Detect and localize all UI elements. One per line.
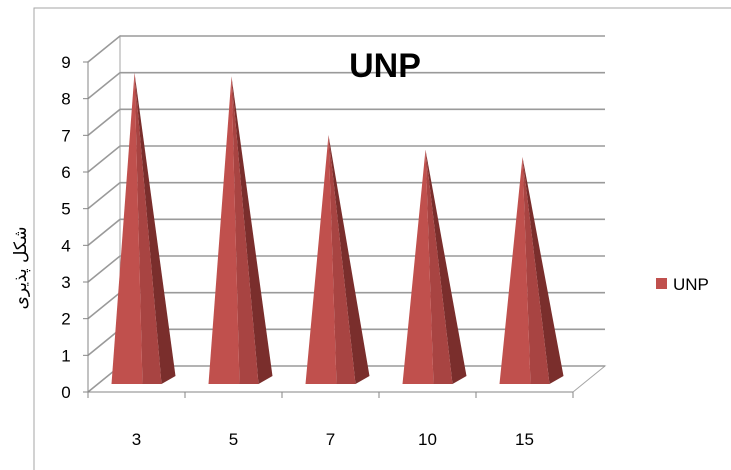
legend-swatch	[656, 278, 667, 289]
y-tick-label: 9	[61, 53, 70, 72]
bar-7	[305, 135, 370, 384]
y-tick-label: 3	[61, 273, 70, 292]
bar-side-face	[134, 72, 176, 385]
y-tick-label: 7	[61, 126, 70, 145]
gridline	[87, 71, 605, 100]
bar-front-face	[402, 149, 434, 384]
y-tick-label: 8	[61, 90, 70, 109]
y-tick-label: 1	[61, 346, 70, 365]
y-tick-label: 4	[61, 236, 70, 255]
bar-shade-face	[522, 157, 550, 384]
y-tick-label: 0	[61, 383, 70, 402]
gridline	[87, 108, 605, 136]
y-tick-labels: 0 1 2 3 4 5 6 7 8 9	[61, 53, 70, 402]
x-tick-label: 5	[229, 430, 238, 449]
gridline	[87, 218, 605, 246]
bar-front-face	[208, 76, 240, 384]
bars	[111, 72, 564, 385]
chart-title: UNP	[349, 47, 421, 85]
bar-3	[111, 72, 176, 385]
y-tick-label: 6	[61, 163, 70, 182]
axes	[83, 61, 574, 398]
bar-15	[499, 157, 564, 384]
x-tick-label: 15	[515, 430, 534, 449]
chart-frame	[33, 7, 731, 470]
bar-5	[208, 76, 273, 384]
x-tick-label: 7	[326, 430, 335, 449]
bar-shade-face	[134, 72, 162, 385]
bar-shade-face	[231, 76, 259, 384]
bar-front-face	[305, 135, 337, 384]
x-tick-label: 10	[418, 430, 437, 449]
legend: UNP	[656, 275, 709, 294]
bar-shade-face	[328, 135, 356, 384]
bar-side-face	[328, 135, 370, 384]
bar-shade-face	[425, 149, 453, 384]
x-tick-label: 3	[132, 430, 141, 449]
y-axis-label: شکل پذیری	[11, 227, 31, 310]
bar-front-face	[111, 72, 143, 385]
y-tick-label: 5	[61, 200, 70, 219]
legend-label: UNP	[673, 275, 709, 294]
bar-10	[402, 149, 467, 384]
x-tick-labels: 3 5 7 10 15	[132, 430, 534, 449]
y-tick-label: 2	[61, 310, 70, 329]
bar-side-face	[425, 149, 467, 384]
gridline	[87, 145, 605, 173]
bar-front-face	[499, 157, 531, 384]
gridline	[87, 181, 605, 210]
gridline	[87, 35, 605, 63]
bar-side-face	[522, 157, 564, 384]
bar-side-face	[231, 76, 273, 384]
